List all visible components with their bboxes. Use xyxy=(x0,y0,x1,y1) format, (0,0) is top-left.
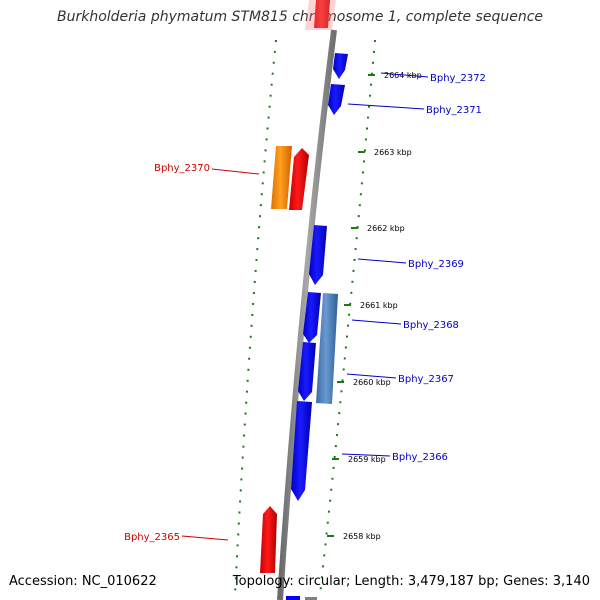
chromosome-backbone xyxy=(277,29,337,600)
gene-label-bphy-2369[interactable]: Bphy_2369 xyxy=(408,259,464,270)
gene-callout-line xyxy=(351,319,402,325)
tick-label: 2660 kbp xyxy=(353,378,391,387)
gene-callout-line xyxy=(357,258,407,264)
gene-label-bphy-2365[interactable]: Bphy_2365 xyxy=(124,532,180,543)
gene-bphy-2366-shape[interactable] xyxy=(291,401,312,501)
tick-marks: 2664 kbp 2663 kbp 2662 kbp 2661 kbp 2660 kbp… xyxy=(327,71,422,541)
gene-bphy-2370-orange-shape[interactable] xyxy=(271,146,292,209)
tick-label: 2661 kbp xyxy=(360,301,398,310)
gene-label-bphy-2368[interactable]: Bphy_2368 xyxy=(403,320,459,331)
gene-label-bphy-2367[interactable]: Bphy_2367 xyxy=(398,374,454,385)
gene-callout-line xyxy=(380,72,429,78)
gene-label-bphy-2370[interactable]: Bphy_2370 xyxy=(154,163,210,174)
gene-callout-line xyxy=(181,535,229,541)
gene-label-bphy-2371[interactable]: Bphy_2371 xyxy=(426,105,482,116)
gene-block-bottom[interactable] xyxy=(286,596,317,600)
tick-label: 2658 kbp xyxy=(343,532,381,541)
tick-label: 2662 kbp xyxy=(367,224,405,233)
tick-label: 2664 kbp xyxy=(384,71,422,80)
gene-bphy-2367-shape[interactable] xyxy=(298,342,316,401)
topology-text: Topology: circular; Length: 3,479,187 bp… xyxy=(232,574,590,589)
accession-text: Accession: NC_010622 xyxy=(9,574,157,589)
gene-bphy-2368-shape[interactable] xyxy=(303,292,321,343)
gene-label-bphy-2372[interactable]: Bphy_2372 xyxy=(430,73,486,84)
gene-callout-line xyxy=(346,373,397,379)
gene-bphy-2369-shape[interactable] xyxy=(309,225,327,285)
gene-block-top-reverse[interactable] xyxy=(305,0,336,30)
gene-label-bphy-2366[interactable]: Bphy_2366 xyxy=(392,452,448,463)
gene-bphy-2370-shape[interactable] xyxy=(289,148,309,210)
gene-bphy-2372-shape[interactable] xyxy=(333,53,348,79)
gene-callout-line xyxy=(341,453,391,457)
gene-callout-line xyxy=(347,103,425,110)
gene-callout-line xyxy=(211,168,260,175)
gene-callouts: Bphy_2372 Bphy_2371 Bphy_2370 Bphy_2369 Bphy… xyxy=(124,72,486,543)
map-title: Burkholderia phymatum STM815 chromosome … xyxy=(56,9,543,25)
gene-bphy-2365-shape[interactable] xyxy=(260,506,277,573)
tick-label: 2659 kbp xyxy=(348,455,386,464)
tick-label: 2663 kbp xyxy=(374,148,412,157)
gene-bphy-2371-shape[interactable] xyxy=(328,84,345,115)
gene-bphy-2368-steel-shape[interactable] xyxy=(316,293,338,404)
